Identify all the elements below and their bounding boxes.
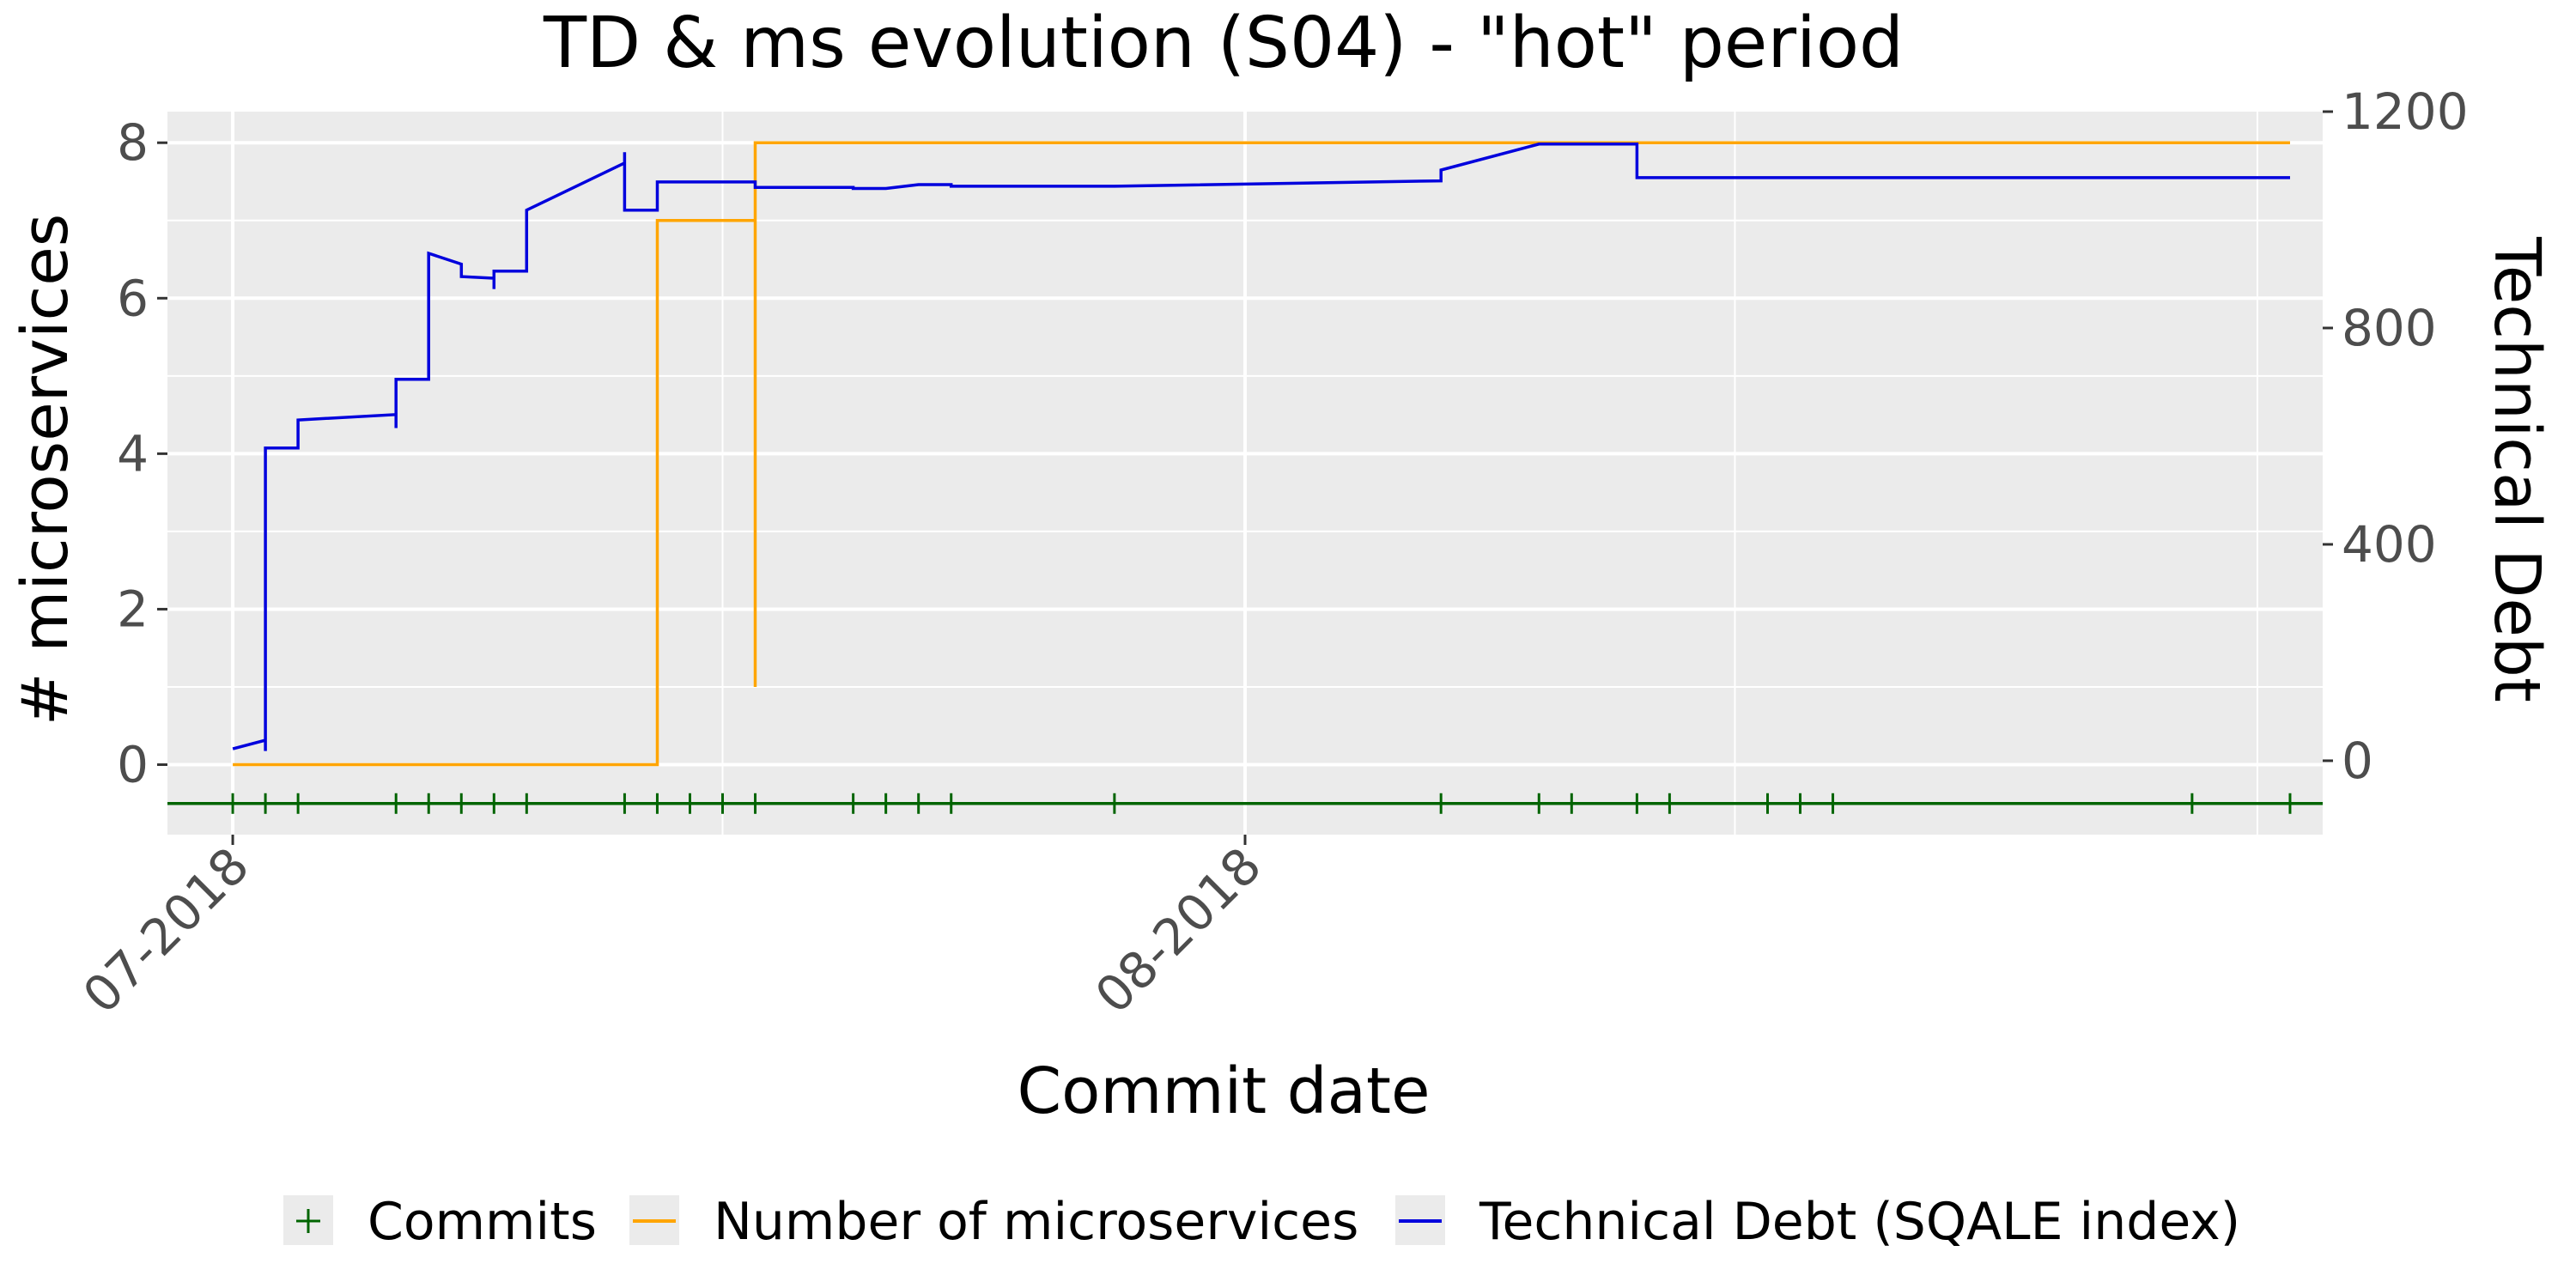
commit-point	[1822, 793, 1844, 814]
x-axis-title: Commit date	[1017, 1054, 1430, 1128]
commit-point	[1528, 793, 1550, 814]
commit-point	[908, 793, 929, 814]
commit-point	[1431, 793, 1452, 814]
legend-item-microservices: Number of microservices	[629, 1192, 1358, 1252]
y-right-tick-label: 1200	[2342, 82, 2469, 141]
y-left-tick-label: 4	[117, 424, 149, 483]
commit-point	[1561, 793, 1583, 814]
commit-point	[647, 793, 668, 814]
y-right-tick-label: 800	[2342, 299, 2437, 357]
x-tick-label: 08-2018	[1084, 836, 1272, 1024]
y-left-tick-label: 0	[117, 736, 149, 794]
commit-point	[418, 793, 440, 814]
commit-point	[483, 793, 505, 814]
commit-point	[614, 793, 635, 814]
legend: Commits Number of microservices Technical …	[283, 1192, 2240, 1252]
y-axis-title-left: # microservices	[9, 214, 82, 726]
commit-point	[679, 793, 701, 814]
legend-item-commits: Commits	[283, 1192, 597, 1252]
commit-point	[842, 793, 864, 814]
commit-point	[1789, 793, 1811, 814]
commit-point	[744, 793, 766, 814]
legend-label: Technical Debt (SQALE index)	[1479, 1192, 2240, 1252]
legend-label: Number of microservices	[714, 1192, 1358, 1252]
legend-label: Commits	[368, 1192, 597, 1252]
commit-point	[255, 793, 276, 814]
commit-point	[2279, 793, 2300, 814]
commit-point	[288, 793, 309, 814]
commit-point	[1626, 793, 1648, 814]
y-left-tick-label: 2	[117, 580, 149, 638]
commit-point	[386, 793, 407, 814]
y-left-tick-label: 8	[117, 113, 149, 172]
y-axis-title-right: Technical Debt	[2480, 236, 2554, 702]
series-line-technical-debt	[232, 143, 2290, 751]
commit-point	[222, 793, 244, 814]
commit-point	[940, 793, 962, 814]
y-right-tick-label: 0	[2342, 732, 2373, 790]
series-line-microservices	[233, 141, 2290, 767]
commit-point	[712, 793, 733, 814]
commit-point	[516, 793, 538, 814]
y-right-tick-label: 400	[2342, 515, 2437, 574]
commit-point	[451, 793, 472, 814]
commit-point	[1757, 793, 1778, 814]
commit-point	[875, 793, 896, 814]
legend-item-technical-debt: Technical Debt (SQALE index)	[1395, 1192, 2240, 1252]
commit-point	[1659, 793, 1680, 814]
y-left-tick-label: 6	[117, 269, 149, 327]
commit-point	[1103, 793, 1125, 814]
chart-title: TD & ms evolution (S04) - "hot" period	[543, 3, 1904, 84]
commit-point	[2181, 793, 2202, 814]
plot-area: 0 2 4 6 8 0 400 800 1200 07-2018 08-2018	[72, 82, 2469, 1024]
x-tick-label: 07-2018	[72, 836, 260, 1024]
